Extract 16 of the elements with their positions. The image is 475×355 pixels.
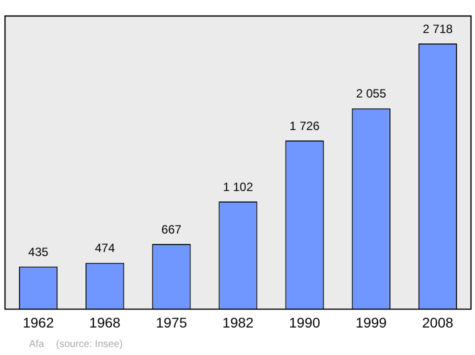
data-label: 435 xyxy=(28,245,49,259)
data-label: 667 xyxy=(161,222,182,236)
data-label: 2 718 xyxy=(422,22,454,36)
data-label: 2 055 xyxy=(356,86,386,101)
x-tick-label: 1975 xyxy=(156,314,188,330)
x-tick-label: 2008 xyxy=(422,314,454,330)
x-tick-label: 1962 xyxy=(22,314,54,330)
x-tick-label: 1999 xyxy=(356,314,387,330)
x-tick-label: 1990 xyxy=(288,314,320,330)
data-label: 474 xyxy=(94,241,116,256)
x-tick-label: 1982 xyxy=(222,314,254,330)
text: Afa xyxy=(29,339,44,350)
data-label: 1 102 xyxy=(222,180,254,194)
data-label: 1 726 xyxy=(290,118,320,133)
x-tick-label: 1968 xyxy=(89,314,121,330)
text: (source: Insee) xyxy=(56,339,123,350)
